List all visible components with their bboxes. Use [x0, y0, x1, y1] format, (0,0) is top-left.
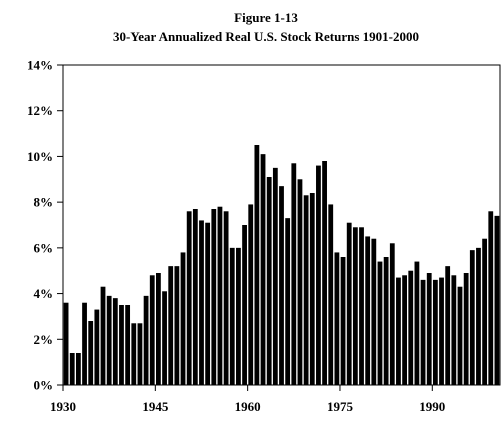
bar-1959 [242, 225, 247, 385]
bar-1930 [63, 302, 69, 385]
bar-1968 [297, 179, 303, 385]
bar-1999 [488, 211, 494, 385]
bar-1977 [352, 227, 358, 385]
y-tick-label: 10% [27, 149, 53, 164]
bar-1958 [236, 247, 241, 385]
bar-1946 [162, 291, 167, 385]
bar-1986 [408, 270, 414, 385]
y-tick-label: 4% [34, 286, 54, 301]
bar-1997 [476, 247, 481, 385]
bar-1966 [285, 218, 291, 385]
bar-1974 [334, 252, 340, 385]
bar-1961 [254, 145, 260, 385]
bar-1991 [439, 277, 444, 385]
y-tick-label: 14% [27, 58, 53, 73]
bar-1988 [420, 279, 426, 385]
bar-1989 [426, 273, 432, 385]
bar-1987 [414, 261, 420, 385]
bar-1993 [451, 275, 457, 385]
bar-1973 [328, 204, 334, 385]
bar-1992 [445, 266, 451, 385]
bar-1940 [125, 305, 131, 385]
bar-1985 [402, 275, 407, 385]
x-axis: 1930 1945 1960 1975 1990 [50, 385, 445, 414]
bar-1970 [309, 193, 315, 385]
bar-1984 [396, 277, 401, 385]
bar-1943 [143, 295, 149, 385]
bar-1941 [131, 323, 137, 385]
bar-1933 [82, 302, 87, 385]
bar-1967 [291, 163, 297, 385]
x-tick-label: 1990 [419, 399, 445, 414]
bar-1996 [469, 250, 475, 385]
bar-1976 [346, 222, 352, 385]
bar-1947 [168, 266, 174, 385]
bar-1939 [119, 305, 124, 385]
bar-1949 [180, 252, 186, 385]
bar-1932 [75, 353, 81, 385]
bar-2000 [494, 215, 500, 385]
bar-1937 [106, 295, 112, 385]
bar-1980 [371, 238, 377, 385]
bar-1936 [100, 286, 106, 385]
bar-1955 [217, 206, 223, 385]
y-tick-label: 12% [27, 103, 53, 118]
bar-1962 [260, 154, 266, 385]
bar-1954 [211, 209, 217, 385]
bar-series [63, 145, 500, 385]
bar-1934 [88, 321, 94, 385]
plot-frame [62, 64, 501, 386]
bar-1998 [482, 238, 488, 385]
bar-1931 [69, 353, 75, 385]
bar-1971 [316, 165, 321, 385]
bar-1978 [359, 227, 364, 385]
bar-1953 [205, 222, 211, 385]
bar-1957 [229, 247, 235, 385]
bar-1995 [463, 273, 469, 385]
chart-subtitle: 30-Year Annualized Real U.S. Stock Retur… [113, 29, 419, 44]
bar-1979 [365, 236, 371, 385]
bar-1951 [192, 209, 198, 385]
bar-1960 [248, 204, 254, 385]
bar-1963 [266, 177, 272, 385]
y-tick-label: 0% [34, 378, 54, 393]
bar-1944 [149, 275, 155, 385]
bar-1975 [340, 257, 346, 385]
bar-1981 [377, 261, 383, 385]
x-tick-label: 1960 [235, 399, 261, 414]
bar-1956 [223, 211, 229, 385]
bar-1935 [94, 309, 100, 385]
y-tick-label: 8% [34, 195, 54, 210]
bar-1972 [322, 161, 327, 385]
x-tick-label: 1930 [50, 399, 76, 414]
bar-1990 [432, 279, 438, 385]
bar-1983 [389, 243, 395, 385]
x-tick-label: 1945 [142, 399, 169, 414]
bar-1948 [174, 266, 180, 385]
bar-1945 [156, 273, 161, 385]
y-axis: 0% 2% 4% 6% 8% 10% 12% 14% [27, 58, 63, 393]
chart-title: Figure 1-13 [234, 10, 298, 25]
y-tick-label: 6% [34, 240, 54, 255]
bar-1950 [186, 211, 192, 385]
bar-1964 [272, 167, 278, 385]
bar-1965 [279, 186, 284, 385]
bar-1942 [137, 323, 143, 385]
bar-1969 [303, 195, 309, 385]
bar-1982 [383, 257, 389, 385]
bar-1994 [457, 286, 463, 385]
bar-1938 [112, 298, 118, 385]
y-tick-label: 2% [34, 332, 54, 347]
x-tick-label: 1975 [327, 399, 354, 414]
bar-1952 [199, 220, 204, 385]
